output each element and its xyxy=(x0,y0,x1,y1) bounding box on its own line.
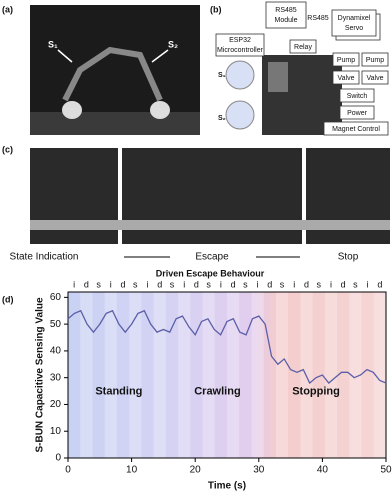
figure: (a) S₁ S₂ (b) S₁ S₂ RS485 Module RS485 D… xyxy=(0,0,392,495)
phase-label: i xyxy=(220,279,222,289)
x-tick-label: 20 xyxy=(190,465,202,476)
phase-label: d xyxy=(157,279,162,289)
box-label: Valve xyxy=(338,75,355,82)
panel-label: (c) xyxy=(2,144,13,154)
phase-label: i xyxy=(183,279,185,289)
phase-label: s xyxy=(243,279,248,289)
region-label: Stopping xyxy=(292,386,340,398)
y-axis-label: S-BUN Capacitive Sensing Value xyxy=(35,297,46,452)
caption: Stop xyxy=(338,252,359,263)
box-label: Magnet Control xyxy=(332,126,380,133)
y-tick-label: 30 xyxy=(50,372,62,383)
x-tick-label: 10 xyxy=(126,465,138,476)
x-tick-label: 50 xyxy=(380,465,392,476)
phase-label: s xyxy=(206,279,211,289)
x-axis-label: Time (s) xyxy=(208,481,246,492)
sensor-label: S₁ xyxy=(218,72,226,79)
phase-label: i xyxy=(367,279,369,289)
panel-label: (a) xyxy=(2,4,13,14)
box-label: Power xyxy=(347,110,368,117)
region-label: Crawling xyxy=(194,386,240,398)
phase-label: d xyxy=(267,279,272,289)
phase-band xyxy=(80,292,92,458)
phase-label: d xyxy=(304,279,309,289)
phase-label: s xyxy=(353,279,358,289)
x-tick-label: 30 xyxy=(253,465,265,476)
y-tick-label: 40 xyxy=(50,346,62,357)
phase-label: s xyxy=(96,279,101,289)
sensor-label: S₂ xyxy=(168,39,178,49)
caption: State Indication xyxy=(10,252,79,263)
y-tick-label: 60 xyxy=(50,292,62,303)
box-label: Switch xyxy=(347,93,368,100)
phase-label: i xyxy=(293,279,295,289)
phase-label: i xyxy=(73,279,75,289)
chip xyxy=(268,62,288,92)
phase-band xyxy=(227,292,239,458)
sensor xyxy=(226,101,254,129)
phase-label: i xyxy=(147,279,149,289)
phase-label: d xyxy=(377,279,382,289)
phase-band xyxy=(203,292,215,458)
sensor-label: S₁ xyxy=(48,39,58,49)
magnet xyxy=(150,101,170,119)
x-tick-label: 40 xyxy=(317,465,329,476)
subtitle: Driven Escape Behaviour xyxy=(156,268,265,278)
region-label: Standing xyxy=(95,386,142,398)
sensor-label: S₂ xyxy=(218,115,226,122)
phase-label: i xyxy=(257,279,259,289)
phase-label: d xyxy=(231,279,236,289)
y-tick-label: 10 xyxy=(50,426,62,437)
box-label: ESP32 xyxy=(229,37,251,44)
panel-label: (d) xyxy=(2,294,14,304)
phase-label: d xyxy=(121,279,126,289)
y-tick-label: 50 xyxy=(50,319,62,330)
box-label: Dynamixel xyxy=(338,15,371,22)
y-tick-label: 20 xyxy=(50,399,62,410)
box-label: Valve xyxy=(367,75,384,82)
phase-label: d xyxy=(194,279,199,289)
phase-band xyxy=(154,292,166,458)
photo-rail xyxy=(30,220,390,230)
page: (a) S₁ S₂ (b) S₁ S₂ RS485 Module RS485 D… xyxy=(0,0,392,495)
box-label: Microcontroller xyxy=(217,47,264,54)
phase-label: i xyxy=(330,279,332,289)
box-label: Pump xyxy=(337,57,355,64)
box-label: RS485 xyxy=(307,15,329,22)
box-label: RS485 xyxy=(275,7,297,14)
phase-band xyxy=(276,292,288,458)
phase-label: i xyxy=(110,279,112,289)
box-label: Relay xyxy=(294,44,312,51)
phase-label: d xyxy=(84,279,89,289)
magnet xyxy=(62,101,82,119)
phase-band xyxy=(325,292,337,458)
x-tick-label: 0 xyxy=(65,465,71,476)
phase-label: s xyxy=(280,279,285,289)
y-tick-label: 0 xyxy=(55,453,61,464)
box-label: Servo xyxy=(345,25,363,32)
phase-label: s xyxy=(170,279,175,289)
box-label: Module xyxy=(275,17,298,24)
photo-floor xyxy=(30,112,200,135)
phase-label: d xyxy=(341,279,346,289)
caption: Escape xyxy=(195,252,229,263)
phase-label: s xyxy=(133,279,138,289)
sensor xyxy=(226,61,254,89)
box-label: Pump xyxy=(366,57,384,64)
panel-label: (b) xyxy=(210,4,222,14)
phase-label: s xyxy=(316,279,321,289)
